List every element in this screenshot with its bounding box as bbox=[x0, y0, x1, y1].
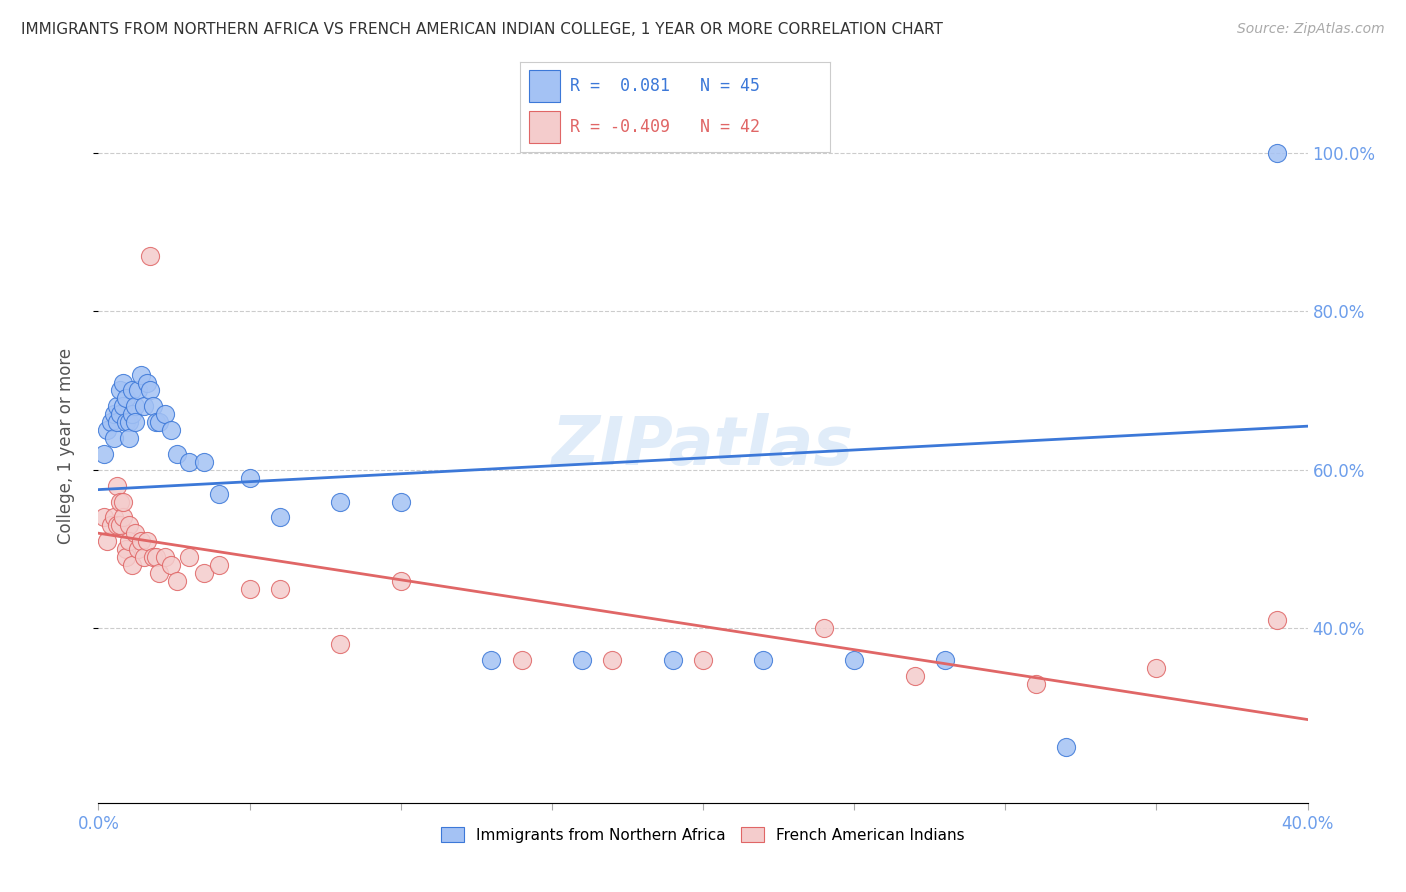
Point bbox=[389, 574, 412, 588]
Point bbox=[179, 549, 201, 564]
Point bbox=[100, 415, 122, 429]
Point bbox=[114, 549, 136, 564]
Point bbox=[844, 653, 866, 667]
Point bbox=[124, 526, 146, 541]
Point bbox=[510, 653, 533, 667]
Point bbox=[160, 423, 183, 437]
Point bbox=[129, 534, 152, 549]
Text: R =  0.081   N = 45: R = 0.081 N = 45 bbox=[569, 77, 759, 95]
Point bbox=[96, 534, 118, 549]
Point bbox=[1054, 740, 1077, 755]
Point bbox=[118, 415, 141, 429]
Point bbox=[111, 510, 134, 524]
Point bbox=[269, 582, 291, 596]
Point bbox=[148, 415, 170, 429]
Point bbox=[813, 621, 835, 635]
Point bbox=[114, 392, 136, 406]
Point bbox=[114, 542, 136, 557]
Point bbox=[153, 407, 176, 421]
Point bbox=[108, 384, 131, 398]
Point bbox=[127, 542, 149, 557]
Point bbox=[661, 653, 683, 667]
Point bbox=[148, 566, 170, 580]
Point bbox=[127, 384, 149, 398]
Point bbox=[481, 653, 503, 667]
Point bbox=[105, 478, 128, 492]
Point bbox=[329, 494, 352, 508]
Point bbox=[142, 400, 165, 414]
Point bbox=[100, 518, 122, 533]
Point bbox=[1144, 661, 1167, 675]
Point bbox=[166, 574, 188, 588]
Point bbox=[1267, 145, 1289, 160]
Point bbox=[142, 549, 165, 564]
Point bbox=[121, 407, 143, 421]
Point bbox=[105, 400, 128, 414]
Point bbox=[160, 558, 183, 572]
Point bbox=[145, 415, 167, 429]
Point bbox=[118, 518, 141, 533]
Point bbox=[118, 431, 141, 445]
Y-axis label: College, 1 year or more: College, 1 year or more bbox=[56, 348, 75, 544]
Legend: Immigrants from Northern Africa, French American Indians: Immigrants from Northern Africa, French … bbox=[434, 821, 972, 848]
Point bbox=[108, 518, 131, 533]
Point bbox=[135, 534, 157, 549]
Point bbox=[139, 249, 162, 263]
Point bbox=[139, 384, 162, 398]
Point bbox=[108, 494, 131, 508]
Point bbox=[118, 534, 141, 549]
Bar bbox=[530, 111, 561, 143]
Point bbox=[166, 447, 188, 461]
Point bbox=[1024, 677, 1046, 691]
Text: Source: ZipAtlas.com: Source: ZipAtlas.com bbox=[1237, 22, 1385, 37]
Point bbox=[121, 558, 143, 572]
Bar bbox=[530, 70, 561, 102]
Point bbox=[111, 376, 134, 390]
Point bbox=[208, 486, 231, 500]
Point bbox=[153, 549, 176, 564]
Point bbox=[132, 549, 155, 564]
Point bbox=[239, 471, 262, 485]
Point bbox=[121, 384, 143, 398]
Point bbox=[193, 455, 215, 469]
Point bbox=[145, 549, 167, 564]
Point bbox=[93, 510, 115, 524]
Point bbox=[602, 653, 624, 667]
Point bbox=[904, 669, 927, 683]
Point bbox=[329, 637, 352, 651]
Point bbox=[111, 494, 134, 508]
Text: IMMIGRANTS FROM NORTHERN AFRICA VS FRENCH AMERICAN INDIAN COLLEGE, 1 YEAR OR MOR: IMMIGRANTS FROM NORTHERN AFRICA VS FRENC… bbox=[21, 22, 943, 37]
Point bbox=[135, 376, 157, 390]
Point bbox=[96, 423, 118, 437]
Point bbox=[193, 566, 215, 580]
Point bbox=[269, 510, 291, 524]
Point bbox=[389, 494, 412, 508]
Point bbox=[1267, 614, 1289, 628]
Point bbox=[124, 400, 146, 414]
Point bbox=[692, 653, 714, 667]
Text: ZIPatlas: ZIPatlas bbox=[553, 413, 853, 479]
Point bbox=[179, 455, 201, 469]
Point bbox=[124, 415, 146, 429]
Text: R = -0.409   N = 42: R = -0.409 N = 42 bbox=[569, 118, 759, 136]
Point bbox=[571, 653, 593, 667]
Point bbox=[934, 653, 956, 667]
Point bbox=[114, 415, 136, 429]
Point bbox=[103, 407, 125, 421]
Point bbox=[208, 558, 231, 572]
Point bbox=[105, 518, 128, 533]
Point bbox=[105, 415, 128, 429]
Point bbox=[752, 653, 775, 667]
Point bbox=[93, 447, 115, 461]
Point bbox=[103, 431, 125, 445]
Point bbox=[111, 400, 134, 414]
Point bbox=[239, 582, 262, 596]
Point bbox=[129, 368, 152, 382]
Point bbox=[132, 400, 155, 414]
Point bbox=[108, 407, 131, 421]
Point bbox=[103, 510, 125, 524]
